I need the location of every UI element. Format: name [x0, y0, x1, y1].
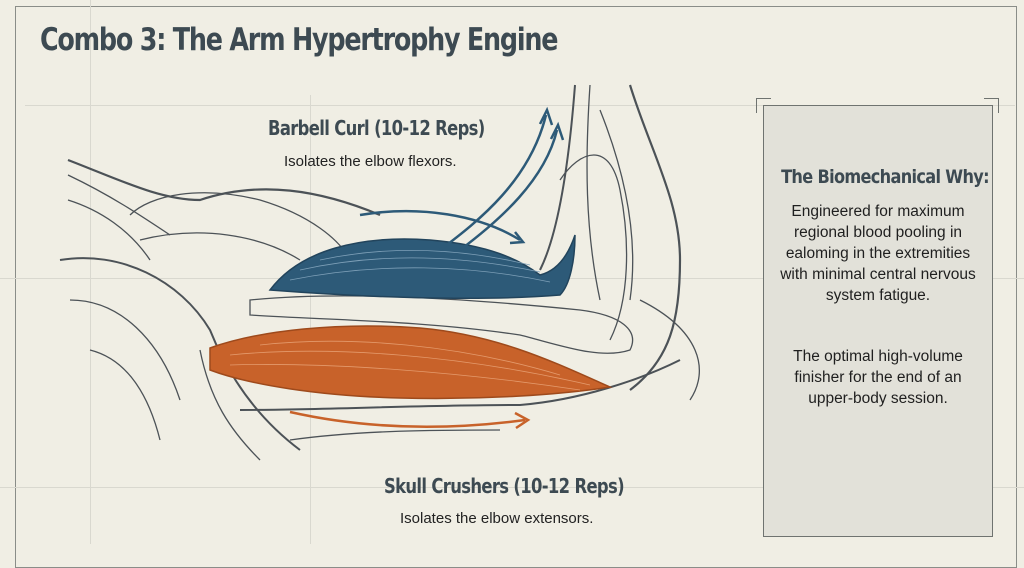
- biceps-fibers: [289, 249, 551, 283]
- grid-line: [0, 487, 1024, 488]
- page-title: Combo 3: The Arm Hypertrophy Engine: [40, 22, 558, 58]
- flexor-exercise-label: Barbell Curl (10-12 Reps): [268, 116, 485, 140]
- biceps-muscle: [268, 234, 576, 300]
- panel-paragraph-2: The optimal high-volume finisher for the…: [793, 348, 963, 407]
- biomechanical-why-panel: The Biomechanical Why: Engineered for ma…: [763, 105, 993, 537]
- flexor-motion-arrows: [359, 106, 565, 251]
- extensor-description: Isolates the elbow extensors.: [400, 510, 594, 527]
- panel-title: The Biomechanical Why:: [781, 166, 989, 188]
- panel-corner: [756, 98, 771, 113]
- grid-line: [25, 105, 1015, 106]
- arm-outline: [59, 84, 701, 461]
- triceps-fibers: [229, 340, 591, 391]
- panel-paragraph-1: Engineered for maximum regional blood po…: [780, 203, 976, 304]
- grid-line: [90, 0, 91, 544]
- triceps-muscle: [209, 325, 613, 400]
- extensor-motion-arrow: [289, 410, 531, 430]
- panel-corner: [984, 98, 999, 113]
- arm-anatomy-illustration: [59, 84, 701, 461]
- grid-line: [310, 95, 311, 544]
- extensor-exercise-label: Skull Crushers (10-12 Reps): [384, 474, 625, 498]
- flexor-description: Isolates the elbow flexors.: [284, 153, 457, 170]
